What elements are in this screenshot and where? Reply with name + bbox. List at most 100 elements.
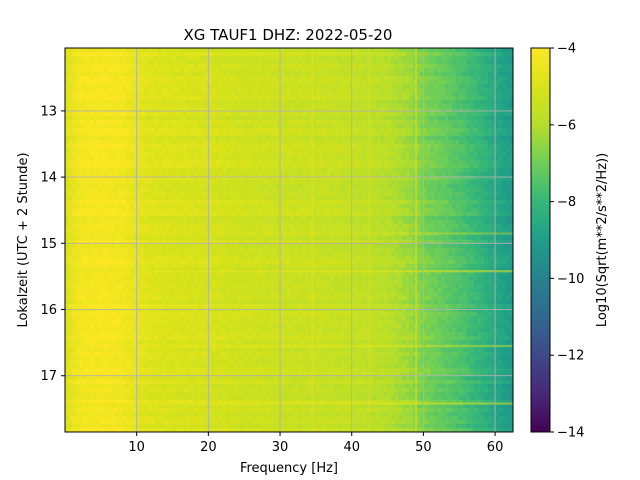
heatmap-cell [294,56,299,61]
heatmap-cell [437,56,442,61]
heatmap-cell [297,196,303,201]
heatmap-cell [86,200,91,205]
heatmap-cell [262,100,267,105]
heatmap-cell [129,80,134,85]
heatmap-cell [366,92,371,97]
heatmap-cell [165,124,170,129]
heatmap-cell [290,108,295,113]
heatmap-cell [330,144,335,149]
heatmap-cell [287,56,292,61]
heatmap-cell [455,100,460,105]
heatmap-cell [455,116,460,121]
heatmap-cell [269,104,274,109]
heatmap-cell [477,180,482,185]
heatmap-cell [82,200,88,205]
heatmap-cell [505,84,511,89]
heatmap-cell [477,80,482,85]
heatmap-cell [79,124,84,129]
heatmap-cell [97,52,102,57]
heatmap-cell [469,48,475,53]
heatmap-cell [312,148,317,153]
heatmap-cell [226,96,231,101]
heatmap-cell [502,152,507,157]
heatmap-cell [269,52,274,57]
heatmap-cell [398,200,403,205]
heatmap-cell [462,104,467,109]
heatmap-cell [405,48,410,53]
heatmap-cell [194,116,199,121]
heatmap-cell [376,176,381,181]
heatmap-cell [426,168,432,173]
heatmap-cell [172,144,177,149]
heatmap-cell [398,132,403,137]
heatmap-cell [426,92,432,97]
heatmap-cell [147,160,152,165]
heatmap-cell [229,48,235,53]
heatmap-cell [269,108,274,113]
heatmap-cell [315,104,321,109]
heatmap-cell [344,192,349,197]
heatmap-cell [462,144,467,149]
heatmap-cell [283,72,288,77]
heatmap-cell [319,84,324,89]
heatmap-cell [118,132,123,137]
heatmap-cell [459,96,464,101]
heatmap-cell [208,52,213,57]
heatmap-cell [351,72,356,77]
heatmap-cell [366,136,371,141]
heatmap-cell [122,96,127,101]
heatmap-cell [158,108,163,113]
heatmap-cell [90,184,95,189]
heatmap-cell [276,64,281,69]
heatmap-cell [326,80,331,85]
heatmap-cell [394,64,399,69]
heatmap-cell [125,136,131,141]
heatmap-cell [276,112,281,117]
heatmap-cell [362,88,367,93]
heatmap-cell [183,88,188,93]
heatmap-cell [237,192,242,197]
heatmap-cell [151,72,156,77]
heatmap-cell [262,120,267,125]
heatmap-cell [272,148,278,153]
heatmap-cell [308,164,313,169]
heatmap-cell [118,156,123,161]
heatmap-cell [369,144,374,149]
heatmap-cell [115,128,120,133]
heatmap-cell [154,100,159,105]
heatmap-cell [233,60,238,65]
heatmap-cell [140,80,145,85]
heatmap-cell [290,204,295,209]
heatmap-cell [323,188,328,193]
heatmap-cell [93,96,98,101]
heatmap-cell [405,112,410,117]
heatmap-cell [462,188,467,193]
heatmap-cell [283,124,288,129]
heatmap-cell [426,140,432,145]
heatmap-cell [319,68,324,73]
heatmap-cell [97,192,102,197]
heatmap-cell [125,84,131,89]
heatmap-cell [502,48,507,53]
heatmap-cell [380,152,385,157]
heatmap-cell [82,88,88,93]
heatmap-cell [434,132,439,137]
heatmap-cell [509,56,513,61]
heatmap-cell [301,120,306,125]
heatmap-cell [136,184,141,189]
heatmap-cell [312,204,317,209]
heatmap-cell [362,180,367,185]
heatmap-cell [312,140,317,145]
heatmap-cell [258,124,263,129]
heatmap-cell [215,172,220,177]
heatmap-cell [104,180,109,185]
heatmap-cell [125,88,131,93]
heatmap-cell [143,84,149,89]
heatmap-cell [294,116,299,121]
heatmap-cell [401,120,407,125]
heatmap-cell [305,132,310,137]
heatmap-cell [151,180,156,185]
heatmap-cell [315,160,321,165]
heatmap-cell [401,148,407,153]
heatmap-cell [136,76,141,81]
